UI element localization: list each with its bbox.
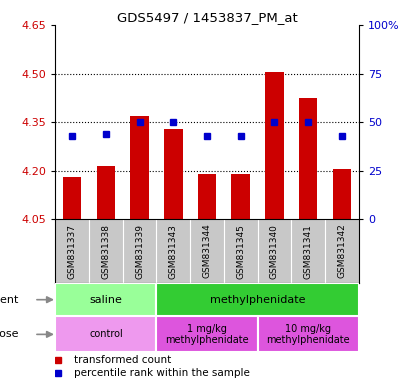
Text: GSM831345: GSM831345 xyxy=(236,224,245,278)
Bar xyxy=(130,116,148,219)
Text: saline: saline xyxy=(89,295,122,305)
Text: GSM831342: GSM831342 xyxy=(337,224,346,278)
Bar xyxy=(156,316,257,353)
Bar xyxy=(63,177,81,219)
Bar xyxy=(97,166,115,219)
Bar xyxy=(265,72,283,219)
Bar xyxy=(164,129,182,219)
Bar xyxy=(298,98,317,219)
Text: transformed count: transformed count xyxy=(73,355,171,365)
Bar xyxy=(332,169,350,219)
Text: percentile rank within the sample: percentile rank within the sample xyxy=(73,368,249,378)
Bar xyxy=(197,174,216,219)
Text: GSM831343: GSM831343 xyxy=(169,224,178,278)
Text: GSM831340: GSM831340 xyxy=(269,224,278,278)
Text: agent: agent xyxy=(0,295,19,305)
Text: GSM831344: GSM831344 xyxy=(202,224,211,278)
Text: control: control xyxy=(89,329,122,339)
Text: GSM831341: GSM831341 xyxy=(303,224,312,278)
Text: dose: dose xyxy=(0,329,19,339)
Bar xyxy=(55,283,156,316)
Text: GSM831338: GSM831338 xyxy=(101,223,110,279)
Bar xyxy=(231,174,249,219)
Text: 10 mg/kg
methylphenidate: 10 mg/kg methylphenidate xyxy=(266,324,349,345)
Bar xyxy=(55,316,156,353)
Bar xyxy=(257,316,358,353)
Text: GSM831339: GSM831339 xyxy=(135,223,144,279)
Bar xyxy=(156,283,358,316)
Text: methylphenidate: methylphenidate xyxy=(209,295,305,305)
Text: GSM831337: GSM831337 xyxy=(67,223,76,279)
Title: GDS5497 / 1453837_PM_at: GDS5497 / 1453837_PM_at xyxy=(117,11,297,24)
Text: 1 mg/kg
methylphenidate: 1 mg/kg methylphenidate xyxy=(165,324,248,345)
